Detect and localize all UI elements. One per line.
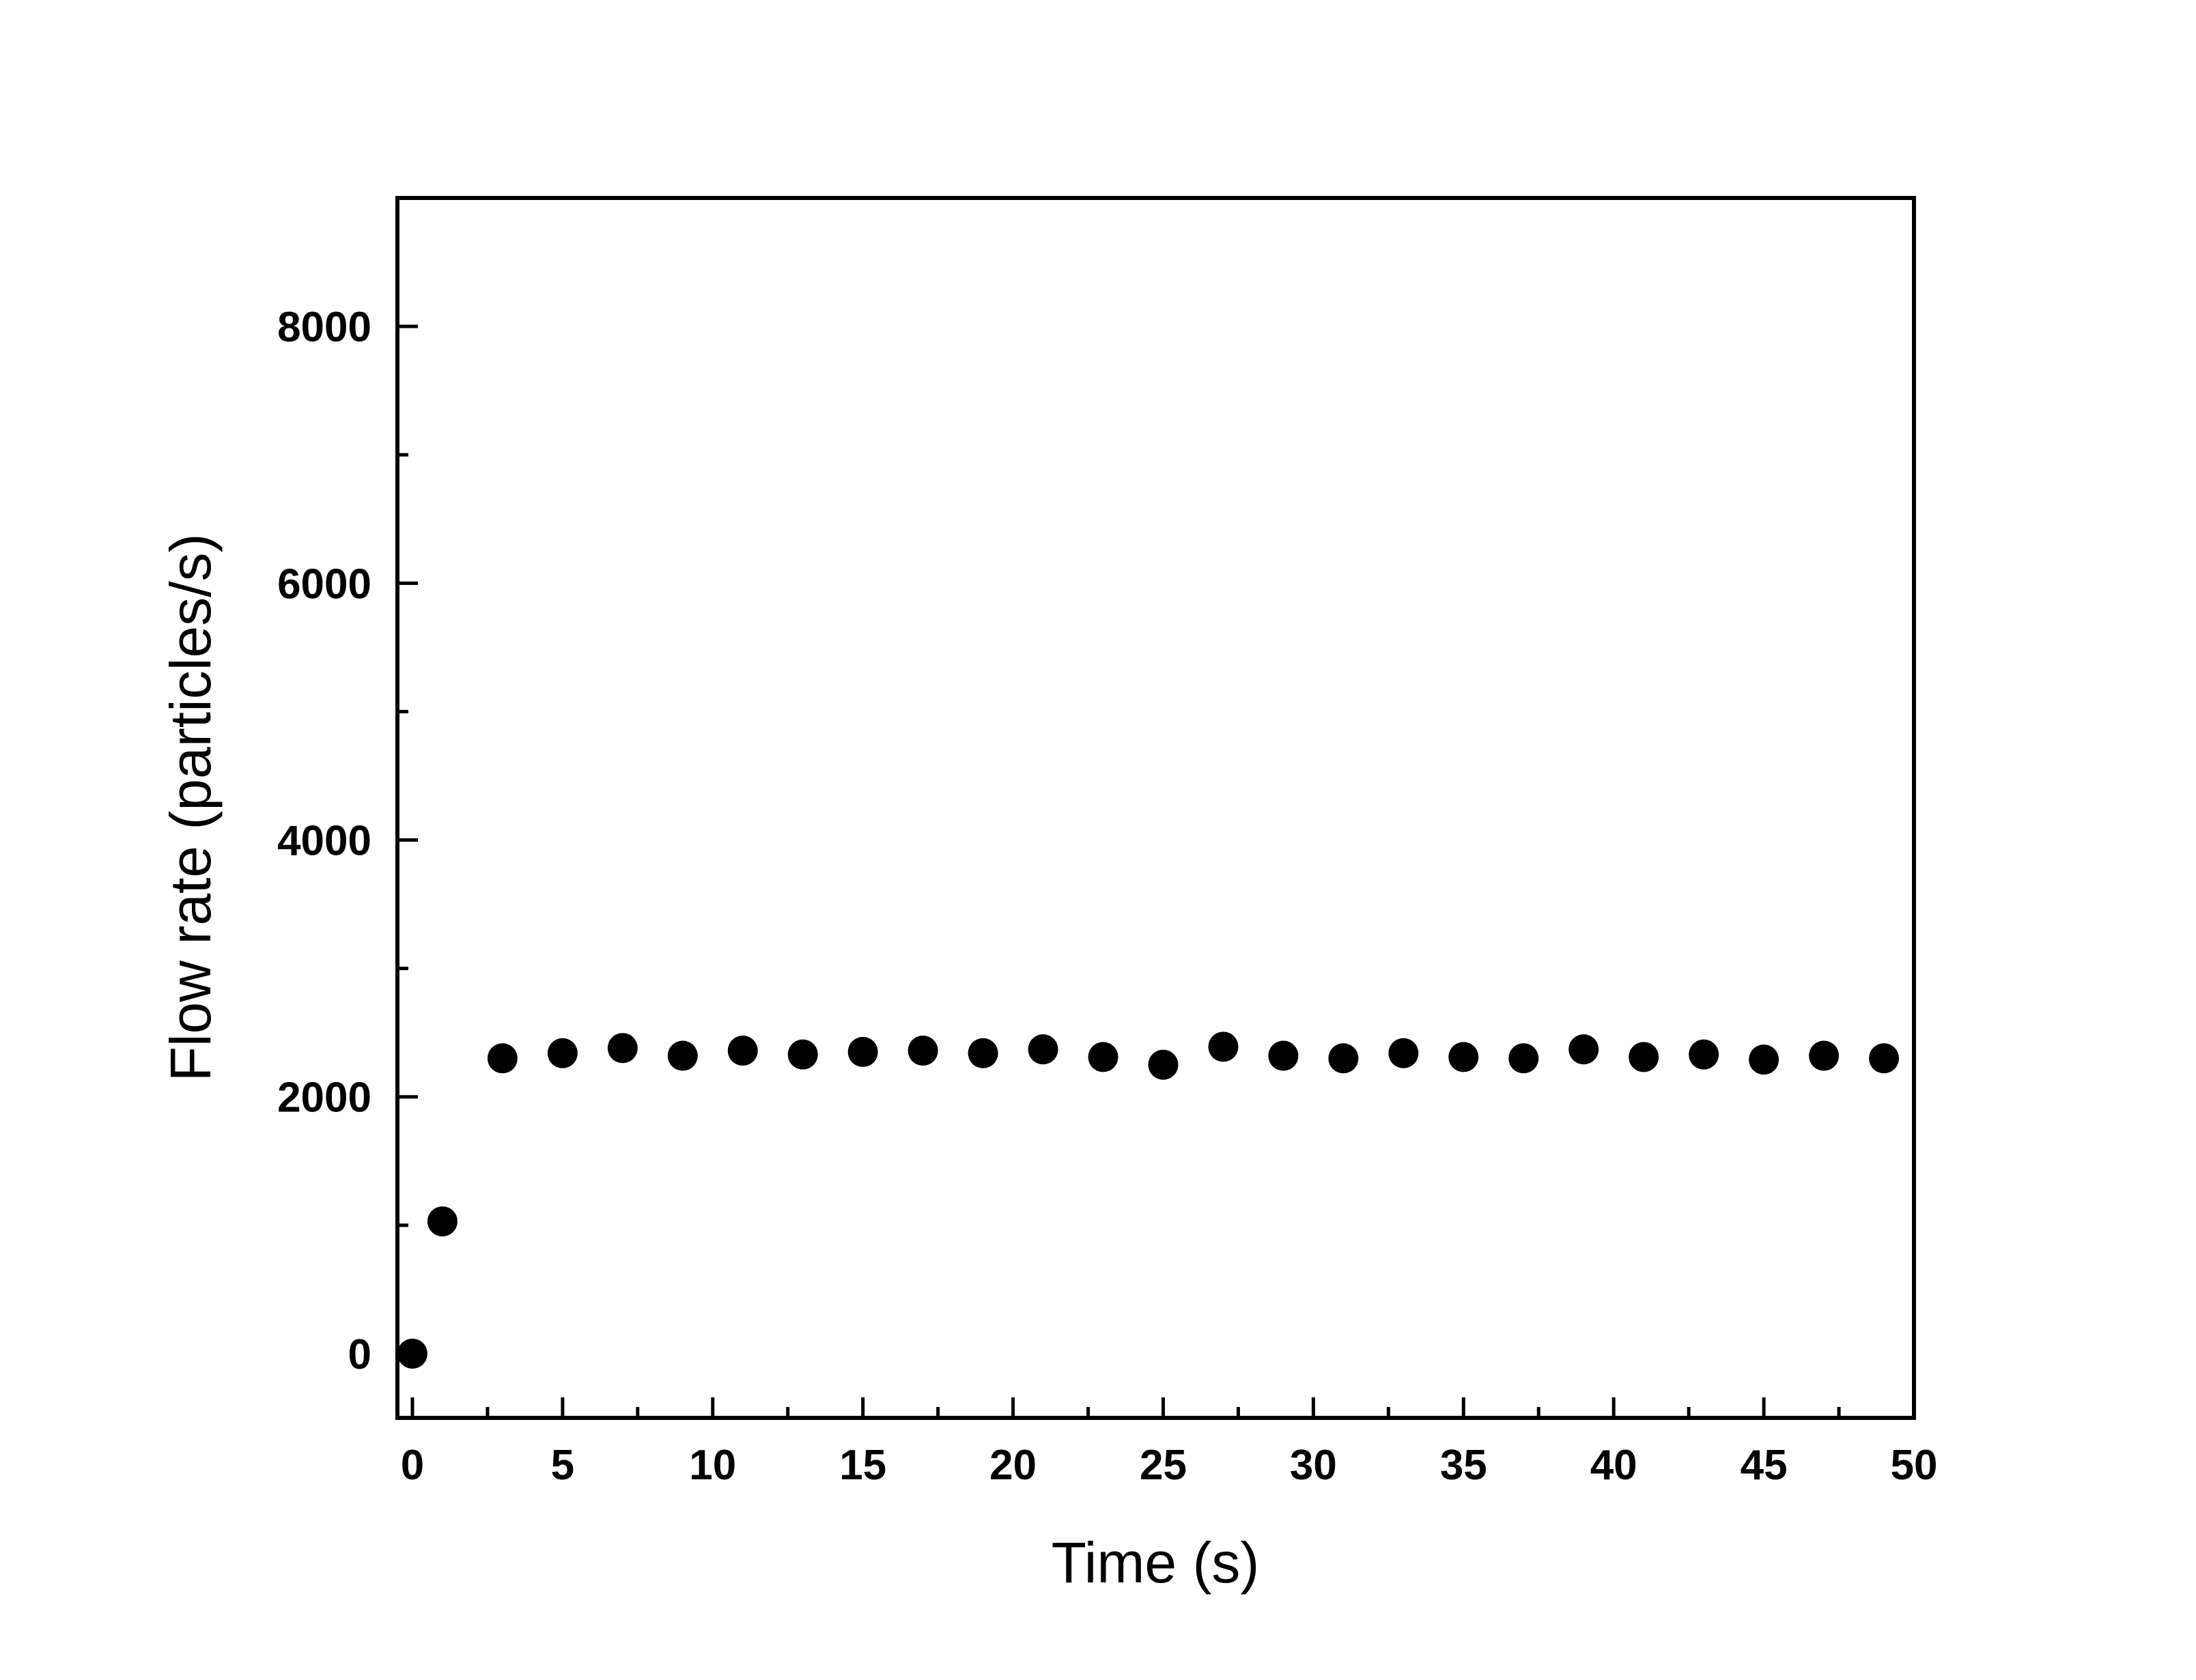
x-tick-label: 25 [1140,1442,1187,1489]
data-point [1869,1043,1900,1074]
data-point [1689,1039,1719,1070]
data-point [727,1036,758,1066]
data-point [547,1038,578,1068]
data-point [907,1036,938,1066]
data-point [1328,1043,1359,1074]
x-tick-label: 0 [401,1442,424,1489]
y-tick-label: 2000 [277,1074,371,1122]
data-point [1088,1042,1118,1072]
x-tick-label: 35 [1440,1442,1487,1489]
data-point [1028,1034,1058,1065]
plot-frame [395,196,1916,1420]
y-axis-ticks: 0 2000 4000 6000 8000 [277,304,418,1378]
data-point [667,1040,698,1071]
data-point [427,1206,458,1237]
data-point [968,1038,998,1068]
x-axis-title: Time (s) [1052,1530,1260,1595]
data-point [1629,1042,1659,1072]
x-tick-label: 10 [689,1442,736,1489]
x-tick-label: 40 [1590,1442,1637,1489]
data-point [1809,1040,1840,1071]
data-point [787,1039,818,1070]
x-axis-ticks: 0 5 10 15 20 25 30 35 40 45 50 [401,1397,1938,1489]
x-tick-label: 45 [1741,1442,1788,1489]
y-tick-label: 4000 [277,818,371,865]
data-points [397,1031,1900,1369]
data-point [607,1033,638,1064]
data-point [1568,1034,1599,1065]
x-tick-label: 30 [1290,1442,1337,1489]
y-tick-label: 0 [348,1331,371,1378]
y-tick-label: 8000 [277,304,371,351]
data-point [1508,1043,1539,1074]
y-axis-title: Flow rate (particles/s) [158,534,223,1082]
data-point [1268,1040,1299,1071]
data-point [487,1043,518,1074]
data-point [1208,1031,1239,1062]
data-point [1749,1044,1779,1075]
x-tick-label: 20 [989,1442,1037,1489]
data-point [847,1036,878,1067]
x-tick-label: 15 [839,1442,886,1489]
x-tick-label: 5 [551,1442,574,1489]
x-tick-label: 50 [1891,1442,1938,1489]
data-point [1448,1042,1479,1072]
data-point [1148,1049,1179,1080]
y-tick-label: 6000 [277,560,371,608]
data-point [1388,1038,1419,1068]
